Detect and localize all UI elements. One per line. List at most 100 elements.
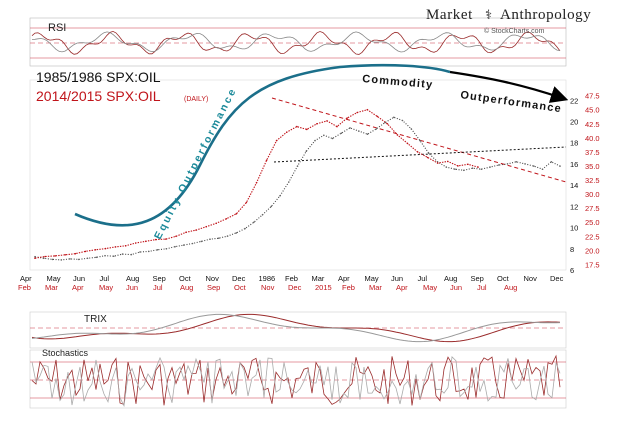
series-2014-point xyxy=(396,134,399,136)
series-2014-point xyxy=(94,249,97,251)
series-2014-point xyxy=(336,125,338,128)
x-bottom-tick-label: Jun xyxy=(126,283,138,292)
series-1985-point xyxy=(34,255,36,258)
series-2014-point xyxy=(275,139,278,142)
series-1985-point xyxy=(436,161,439,163)
series-2014-point xyxy=(145,240,147,243)
series-1985-point xyxy=(165,248,168,250)
series-1985-point xyxy=(419,139,421,142)
series-1985-point xyxy=(401,119,404,122)
stochastics-line-1985 xyxy=(31,356,561,408)
trix-line-1985 xyxy=(31,313,561,343)
trix-label: TRIX xyxy=(84,314,107,325)
series-2014-point xyxy=(306,128,308,131)
series-2014-point xyxy=(165,238,167,240)
trix-line-2014 xyxy=(31,313,561,343)
x-top-tick-label: Feb xyxy=(285,274,298,283)
x-bottom-tick-label: Apr xyxy=(396,283,408,292)
x-top-tick-label: Jul xyxy=(100,274,110,283)
series-1985-point xyxy=(375,128,378,130)
series-1985-point xyxy=(358,130,360,132)
series-1985-point xyxy=(253,221,255,224)
series-1985-point xyxy=(113,255,115,257)
x-top-tick-label: Dec xyxy=(232,274,246,283)
y-red-tick-label: 40.0 xyxy=(585,134,600,143)
brand-header: Market ⚕ Anthropology © StockCharts.com xyxy=(426,7,591,35)
series-1985-point xyxy=(209,238,211,240)
series-1985-point xyxy=(559,165,561,167)
y-red-tick-label: 45.0 xyxy=(585,106,600,115)
indicator-series xyxy=(31,30,561,408)
x-top-tick-label: Dec xyxy=(550,274,564,283)
x-bottom-tick-label: Sep xyxy=(207,283,220,292)
series-2014-point xyxy=(447,160,449,163)
x-bottom-tick-label: Jun xyxy=(450,283,462,292)
y-red-tick-label: 35.0 xyxy=(585,162,600,171)
series-1985-point xyxy=(349,127,351,129)
y-black-tick-label: 20 xyxy=(570,118,578,127)
y-red-tick-label: 42.5 xyxy=(585,120,600,129)
series-1985-point xyxy=(261,214,264,216)
series-1985-point xyxy=(235,232,238,234)
series-2014-point xyxy=(285,131,288,133)
y-red-tick-label: 27.5 xyxy=(585,204,600,213)
series-2014-point xyxy=(64,254,66,256)
x-top-tick-label: Oct xyxy=(179,274,192,283)
axes: Apr May Jun Jul Aug Sep Oct Nov Dec 1986 Feb Mar Apr… xyxy=(18,92,600,292)
series-2014-point xyxy=(195,229,197,231)
y-red-tick-label: 17.5 xyxy=(585,260,600,269)
legend-1985-label: 1985/1986 SPX:OIL xyxy=(36,69,161,85)
series-2014-point xyxy=(134,242,137,244)
x-top-tick-label: Mar xyxy=(312,274,325,283)
series-1985-point xyxy=(43,257,45,260)
x-top-tick-label: Jul xyxy=(418,274,428,283)
series-1985-point xyxy=(183,244,185,246)
x-bottom-tick-label: Jul xyxy=(153,283,163,292)
series-2014-point xyxy=(175,235,177,238)
series-1985-point xyxy=(410,128,413,130)
series-1985-point xyxy=(104,254,106,257)
stochastics-line-2014 xyxy=(31,354,561,406)
commodity-outperformance-arrow xyxy=(449,70,569,103)
series-2014-point xyxy=(104,247,107,250)
red-downtrend-line xyxy=(271,97,567,183)
x-bottom-tick-label: Jul xyxy=(477,283,487,292)
y-red-tick-label: 37.5 xyxy=(585,148,600,157)
series-1985-point xyxy=(51,258,54,261)
x-top-tick-label: Jun xyxy=(73,274,85,283)
series-2014-point xyxy=(406,142,409,145)
source-credit: © StockCharts.com xyxy=(484,27,545,35)
y-black-tick-label: 6 xyxy=(570,266,574,275)
series-2014-point xyxy=(467,163,469,166)
y-black-tick-label: 12 xyxy=(570,202,578,211)
series-1985-point xyxy=(139,251,141,253)
x-bottom-tick-label: Feb xyxy=(342,283,355,292)
series-1985-point xyxy=(69,258,71,260)
rsi-line-2014 xyxy=(31,30,561,55)
x-top-tick-label: Jun xyxy=(391,274,403,283)
x-bottom-tick-label: Oct xyxy=(234,283,247,292)
brand-right-word: Anthropology xyxy=(500,7,591,23)
x-top-tick-label: 1986 xyxy=(259,274,276,283)
stochastics-label: Stochastics xyxy=(42,348,89,358)
series-1985-point xyxy=(86,257,89,260)
series-2014-point xyxy=(386,123,389,125)
series-1985-point xyxy=(288,181,290,183)
series-2014-point xyxy=(205,225,207,228)
y-black-tick-label: 16 xyxy=(570,160,578,169)
series-1985-point xyxy=(533,165,535,167)
x-top-tick-label: May xyxy=(365,274,379,283)
x-top-tick-label: Sep xyxy=(153,274,166,283)
series-2014-point xyxy=(44,255,46,258)
legend-2014-label: 2014/2015 SPX:OIL xyxy=(36,88,161,104)
x-bottom-tick-label: Apr xyxy=(72,283,84,292)
x-top-tick-label: May xyxy=(47,274,61,283)
series-2014-point xyxy=(185,231,187,234)
series-1985-point xyxy=(524,163,526,165)
series-1985-point xyxy=(366,133,369,135)
series-1985-point xyxy=(244,227,246,230)
series-2014-point xyxy=(346,117,348,119)
series-1985-point xyxy=(191,242,194,245)
trendlines xyxy=(271,97,567,183)
